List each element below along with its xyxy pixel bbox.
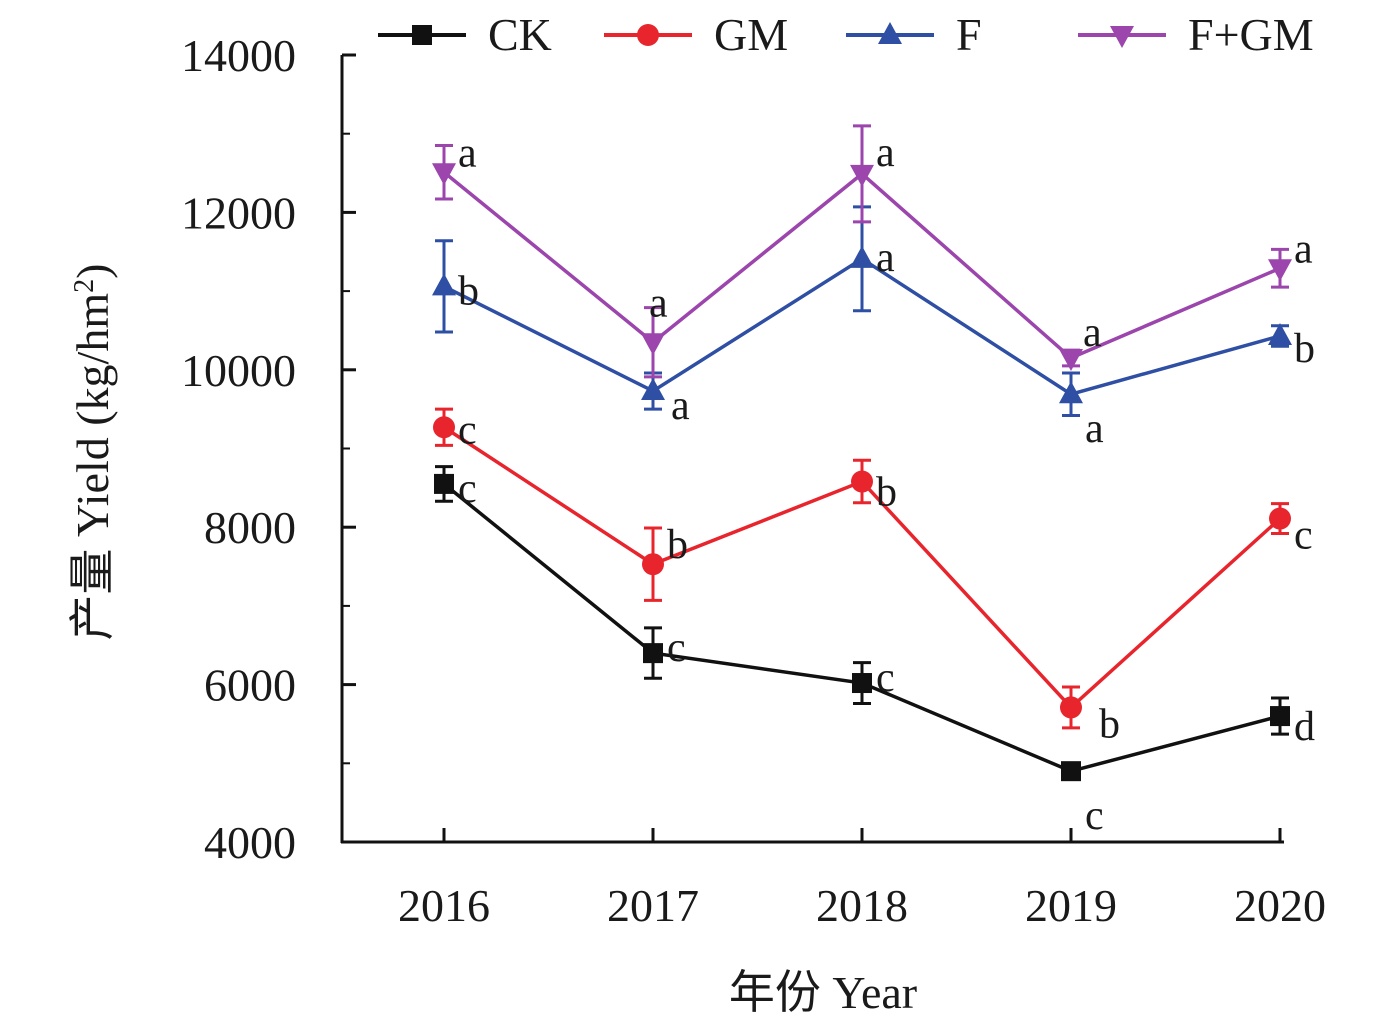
significance-label: a xyxy=(649,280,668,326)
data-point xyxy=(434,473,454,494)
legend-marker xyxy=(878,22,902,44)
legend-label: CK xyxy=(488,9,552,60)
data-point xyxy=(1268,322,1292,345)
data-point xyxy=(850,164,874,187)
data-point xyxy=(1269,507,1291,530)
legend-item: F+GM xyxy=(1078,9,1314,60)
legend-item: CK xyxy=(378,9,552,60)
series-f: b a a a b xyxy=(432,205,1315,452)
x-tick-label: 2017 xyxy=(607,880,699,931)
significance-label: a xyxy=(1294,226,1313,272)
y-axis-title-close: ) xyxy=(67,264,118,279)
data-point xyxy=(851,470,873,493)
data-point xyxy=(643,643,663,664)
series-f-gm: a a a a a xyxy=(432,124,1313,379)
significance-label: c xyxy=(1085,793,1104,839)
data-point xyxy=(642,553,664,576)
significance-label: a xyxy=(1083,310,1102,356)
x-tick-label: 2016 xyxy=(398,880,490,931)
y-tick-label: 8000 xyxy=(204,502,296,553)
data-point xyxy=(1060,696,1082,719)
significance-label: a xyxy=(876,130,895,176)
significance-label: c xyxy=(458,407,477,453)
legend-label: GM xyxy=(714,9,788,60)
y-axis-title-superscript: 2 xyxy=(69,279,100,293)
legend-marker xyxy=(1110,26,1134,48)
x-tick-label: 2020 xyxy=(1234,880,1326,931)
significance-label: a xyxy=(671,383,690,429)
legend-item: GM xyxy=(604,9,788,60)
significance-label: b xyxy=(667,522,688,568)
significance-label: d xyxy=(1294,704,1315,750)
y-tick-label: 12000 xyxy=(181,187,296,238)
significance-label: b xyxy=(1294,326,1315,372)
data-point xyxy=(433,416,455,439)
significance-label: c xyxy=(1294,513,1313,559)
series-gm: c b b b c xyxy=(433,407,1313,747)
data-point xyxy=(641,378,665,401)
legend-label: F+GM xyxy=(1188,9,1314,60)
data-point xyxy=(1059,381,1083,404)
significance-label: a xyxy=(876,235,895,281)
x-axis-title: 年份 Year xyxy=(729,967,917,1018)
y-tick-label: 10000 xyxy=(181,345,296,396)
data-point xyxy=(850,245,874,268)
y-tick-label: 6000 xyxy=(204,660,296,711)
x-tick-label: 2018 xyxy=(816,880,908,931)
series-line xyxy=(442,482,1281,774)
legend: CK GM F F+GM xyxy=(378,9,1314,60)
data-point xyxy=(1059,348,1083,371)
data-point xyxy=(432,273,456,296)
legend-item: F xyxy=(846,9,982,60)
significance-label: a xyxy=(458,130,477,176)
data-point xyxy=(432,163,456,186)
series-ck: c c c c d xyxy=(434,465,1315,839)
x-tick-label: 2019 xyxy=(1025,880,1117,931)
axes: 4000 6000 8000 10000 12000 14000 2016 2017 2018 2… xyxy=(181,30,1326,931)
legend-marker xyxy=(412,25,432,45)
legend-marker xyxy=(637,24,659,46)
legend-label: F xyxy=(956,9,982,60)
significance-label: c xyxy=(458,466,477,512)
significance-label: b xyxy=(1099,701,1120,747)
significance-label: b xyxy=(876,470,897,516)
y-axis-title: 产量 Yield (kg/hm2) xyxy=(67,264,118,641)
y-tick-label: 4000 xyxy=(204,817,296,868)
data-point xyxy=(1268,259,1292,282)
data-point xyxy=(641,333,665,356)
y-axis-title-main: 产量 Yield (kg/hm xyxy=(67,293,118,641)
significance-label: a xyxy=(1085,406,1104,452)
data-point xyxy=(852,673,872,694)
y-tick-label: 14000 xyxy=(181,30,296,81)
significance-label: c xyxy=(876,655,895,701)
data-point xyxy=(1061,761,1081,782)
data-point xyxy=(1270,706,1290,727)
significance-label: c xyxy=(667,625,686,671)
significance-label: b xyxy=(458,268,479,314)
